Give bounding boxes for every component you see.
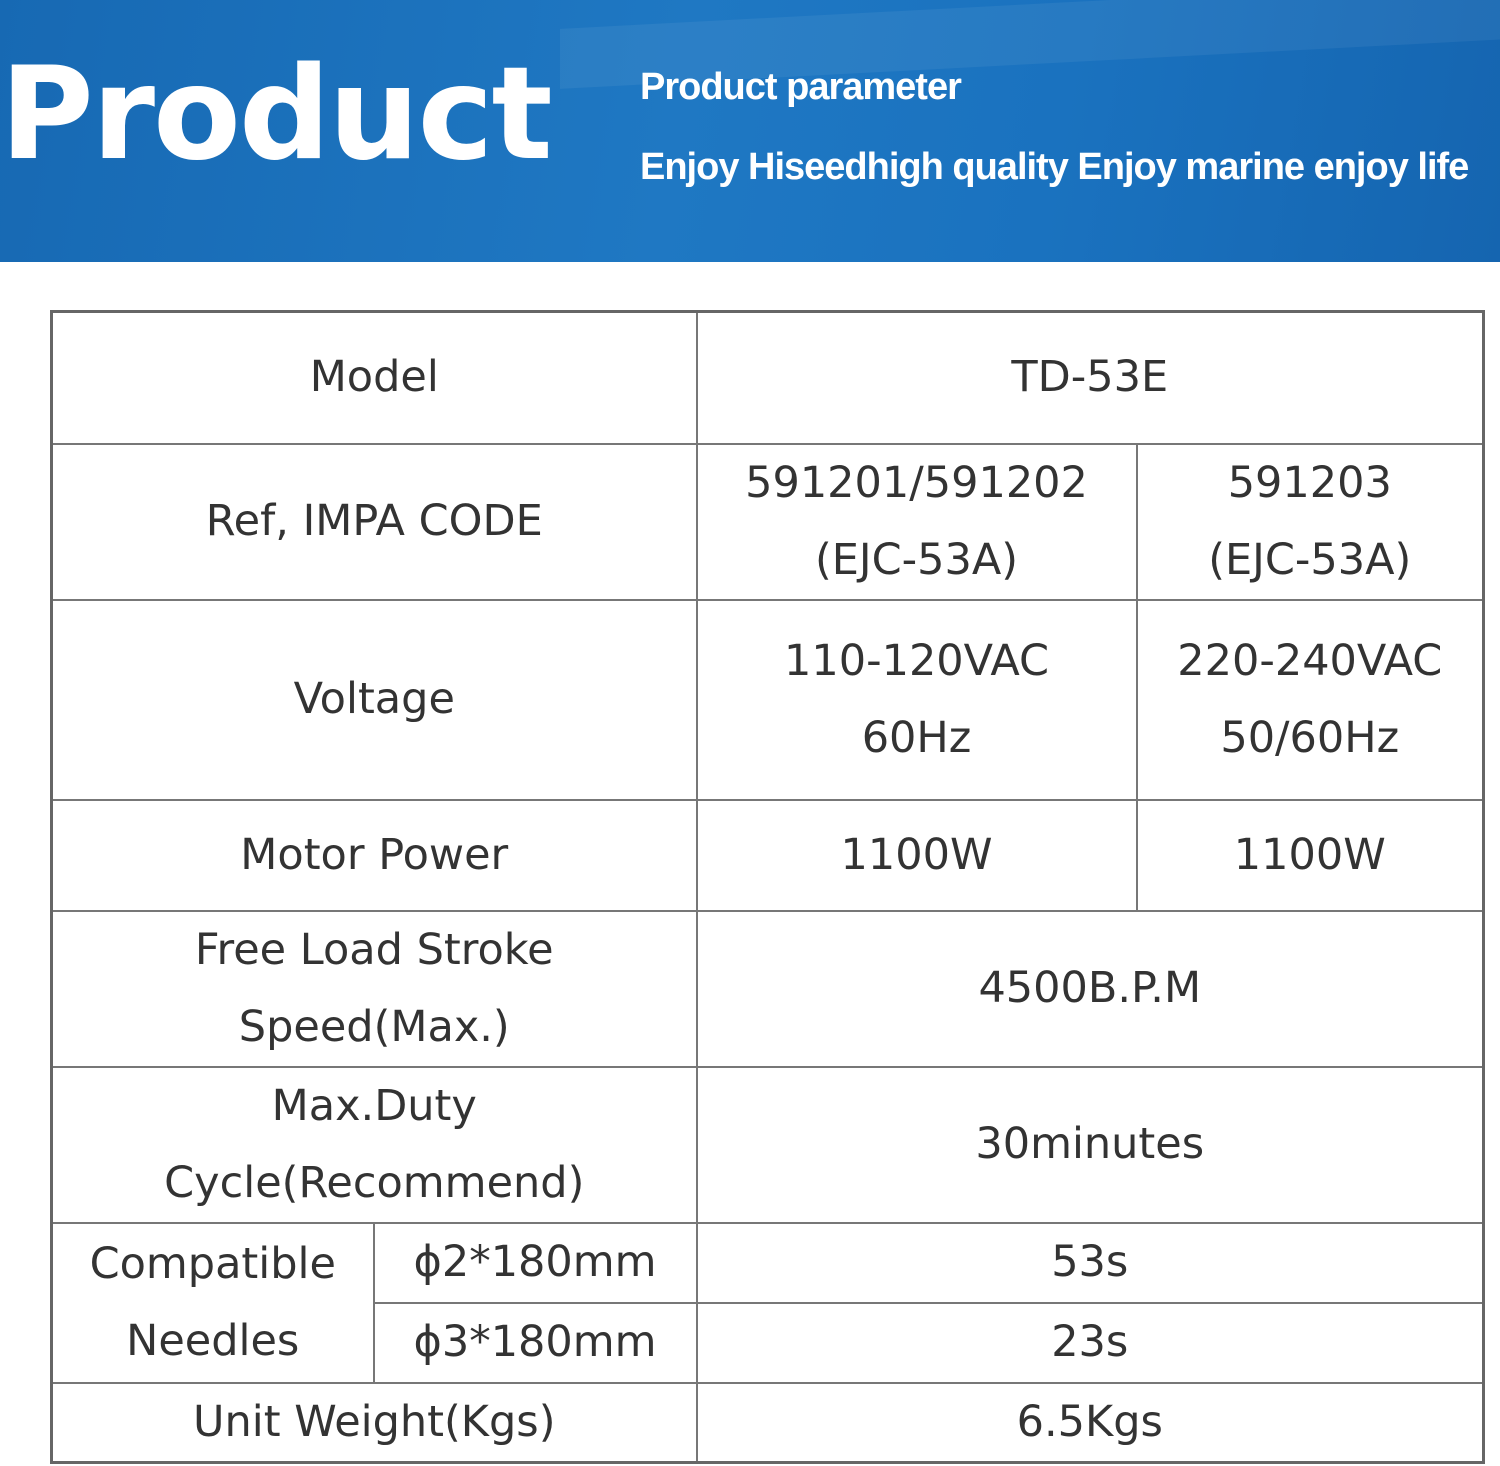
banner-subtitle: Product parameter (640, 66, 962, 108)
spec-table: Model TD-53E Ref, IMPA CODE 591201/59120… (50, 310, 1486, 1464)
banner-title: Product (0, 40, 553, 189)
voltage-value-2: 220-240VAC 50/60Hz (1135, 598, 1485, 801)
motor-power-value-1: 1100W (695, 798, 1138, 912)
table-row-needles-2: ϕ3*180mm 23s (52, 1301, 1485, 1384)
table-row-motor-power: Motor Power 1100W 1100W (50, 798, 1485, 912)
impa-value-2-line1: 591203 (1227, 457, 1392, 508)
impa-value-2-line2: (EJC-53A) (1208, 534, 1412, 585)
table-row-voltage: Voltage 110-120VAC 60Hz 220-240VAC 50/60… (50, 598, 1485, 801)
stroke-speed-label-line2: Speed(Max.) (238, 1001, 510, 1052)
table-row-needles-1: Compatible Needles ϕ2*180mm 53s (50, 1221, 1485, 1384)
table-row-unit-weight: Unit Weight(Kgs) 6.5Kgs (50, 1381, 1485, 1463)
banner-tagline: Enjoy Hiseedhigh quality Enjoy marine en… (640, 146, 1469, 188)
needle-value-2: 23s (695, 1301, 1485, 1384)
needles-label-line1: Compatible (89, 1238, 336, 1289)
impa-value-2: 591203 (EJC-53A) (1135, 442, 1485, 601)
duty-cycle-label: Max.Duty Cycle(Recommend) (50, 1065, 698, 1224)
needle-size-2: ϕ3*180mm (372, 1301, 698, 1384)
voltage-value-1: 110-120VAC 60Hz (695, 598, 1138, 801)
model-value: TD-53E (695, 310, 1485, 445)
impa-label: Ref, IMPA CODE (50, 442, 698, 601)
voltage-value-2-line1: 220-240VAC (1177, 635, 1443, 686)
voltage-value-2-line2: 50/60Hz (1220, 712, 1400, 763)
needle-size-1: ϕ2*180mm (372, 1221, 698, 1304)
needles-label-line2: Needles (126, 1315, 300, 1366)
needle-value-1: 53s (695, 1221, 1485, 1304)
motor-power-value-2: 1100W (1135, 798, 1485, 912)
impa-value-1-line1: 591201/591202 (745, 457, 1088, 508)
impa-value-1: 591201/591202 (EJC-53A) (695, 442, 1138, 601)
table-row-duty-cycle: Max.Duty Cycle(Recommend) 30minutes (50, 1065, 1485, 1224)
duty-cycle-label-line1: Max.Duty (271, 1080, 477, 1131)
duty-cycle-value: 30minutes (695, 1065, 1485, 1224)
table-row-impa: Ref, IMPA CODE 591201/591202 (EJC-53A) 5… (50, 442, 1485, 601)
stroke-speed-value: 4500B.P.M (695, 909, 1485, 1068)
unit-weight-label: Unit Weight(Kgs) (50, 1381, 698, 1463)
table-row-stroke-speed: Free Load Stroke Speed(Max.) 4500B.P.M (50, 909, 1485, 1068)
motor-power-label: Motor Power (50, 798, 698, 912)
stroke-speed-label-line1: Free Load Stroke (194, 924, 554, 975)
impa-value-1-line2: (EJC-53A) (814, 534, 1019, 585)
model-label: Model (50, 310, 698, 445)
voltage-value-1-line1: 110-120VAC (784, 635, 1050, 686)
unit-weight-value: 6.5Kgs (695, 1381, 1485, 1463)
needles-label: Compatible Needles (50, 1221, 375, 1384)
stroke-speed-label: Free Load Stroke Speed(Max.) (50, 909, 698, 1068)
table-row-model: Model TD-53E (50, 310, 1485, 445)
voltage-label: Voltage (50, 598, 698, 801)
header-banner: Product Product parameter Enjoy Hiseedhi… (0, 0, 1500, 262)
duty-cycle-label-line2: Cycle(Recommend) (164, 1157, 585, 1208)
voltage-value-1-line2: 60Hz (861, 712, 972, 763)
